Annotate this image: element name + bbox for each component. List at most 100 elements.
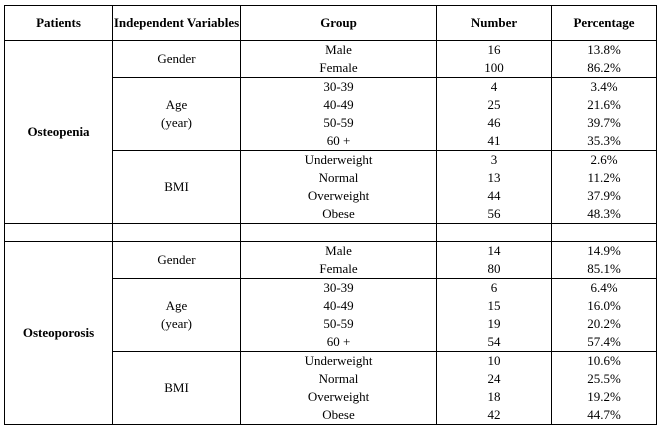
spacer-row bbox=[4, 223, 657, 242]
number-value: 15 bbox=[487, 298, 501, 313]
percentage-value: 10.6% bbox=[587, 353, 621, 368]
spacer-cell bbox=[436, 223, 552, 242]
group-value: 30-39 bbox=[323, 79, 354, 94]
variable-age-label: Age bbox=[165, 298, 188, 313]
variable-age-unit: (year) bbox=[160, 115, 193, 130]
header-number: Number bbox=[436, 5, 552, 41]
percentage-cell: 14.9% 85.1% bbox=[551, 241, 657, 279]
number-value: 14 bbox=[487, 243, 501, 258]
percentage-cell: 2.6% 11.2% 37.9% 48.3% bbox=[551, 150, 657, 224]
percentage-value: 85.1% bbox=[587, 261, 621, 276]
number-value: 41 bbox=[487, 133, 501, 148]
number-cell: 16 100 bbox=[436, 40, 552, 78]
number-value: 19 bbox=[487, 316, 501, 331]
percentage-value: 37.9% bbox=[587, 188, 621, 203]
group-cell: 30-39 40-49 50-59 60 + bbox=[240, 77, 437, 151]
spacer-cell bbox=[240, 223, 437, 242]
group-value: 50-59 bbox=[323, 115, 354, 130]
group-value: Obese bbox=[322, 407, 355, 422]
group-value: Female bbox=[319, 60, 358, 75]
number-cell: 4 25 46 41 bbox=[436, 77, 552, 151]
percentage-value: 48.3% bbox=[587, 206, 621, 221]
percentage-value: 44.7% bbox=[587, 407, 621, 422]
number-cell: 6 15 19 54 bbox=[436, 278, 552, 352]
number-value: 54 bbox=[487, 334, 501, 349]
percentage-value: 39.7% bbox=[587, 115, 621, 130]
percentage-value: 25.5% bbox=[587, 371, 621, 386]
variable-age-label: Age bbox=[165, 97, 188, 112]
group-value: Normal bbox=[318, 170, 359, 185]
group-value: Male bbox=[325, 243, 352, 258]
group-value: 40-49 bbox=[323, 298, 354, 313]
table-row: Osteoporosis Gender Male Female 14 80 14.9… bbox=[4, 241, 657, 425]
number-value: 24 bbox=[487, 371, 501, 386]
group-value: Underweight bbox=[304, 353, 373, 368]
spacer-cell bbox=[112, 223, 241, 242]
percentage-cell: 3.4% 21.6% 39.7% 35.3% bbox=[551, 77, 657, 151]
percentage-value: 6.4% bbox=[590, 280, 618, 295]
group-value: Female bbox=[319, 261, 358, 276]
percentage-value: 3.4% bbox=[590, 79, 618, 94]
header-patients: Patients bbox=[4, 5, 113, 41]
header-group: Group bbox=[240, 5, 437, 41]
spacer-cell bbox=[551, 223, 657, 242]
percentage-value: 16.0% bbox=[587, 298, 621, 313]
percentage-cell: 10.6% 25.5% 19.2% 44.7% bbox=[551, 351, 657, 425]
patient-osteoporosis: Osteoporosis bbox=[4, 241, 113, 425]
percentage-value: 2.6% bbox=[590, 152, 618, 167]
number-value: 100 bbox=[484, 60, 504, 75]
percentage-value: 13.8% bbox=[587, 42, 621, 57]
group-cell: Underweight Normal Overweight Obese bbox=[240, 351, 437, 425]
group-cell: 30-39 40-49 50-59 60 + bbox=[240, 278, 437, 352]
number-value: 42 bbox=[487, 407, 501, 422]
group-value: Underweight bbox=[304, 152, 373, 167]
group-value: 60 + bbox=[326, 334, 351, 349]
percentage-value: 20.2% bbox=[587, 316, 621, 331]
group-value: 50-59 bbox=[323, 316, 354, 331]
number-value: 18 bbox=[487, 389, 501, 404]
group-cell: Male Female bbox=[240, 241, 437, 279]
number-value: 56 bbox=[487, 206, 501, 221]
variable-bmi: BMI bbox=[112, 150, 241, 224]
number-value: 16 bbox=[487, 42, 501, 57]
percentage-value: 11.2% bbox=[587, 170, 621, 185]
group-cell: Male Female bbox=[240, 40, 437, 78]
percentage-value: 57.4% bbox=[587, 334, 621, 349]
number-value: 44 bbox=[487, 188, 501, 203]
percentage-value: 86.2% bbox=[587, 60, 621, 75]
percentage-value: 35.3% bbox=[587, 133, 621, 148]
number-value: 80 bbox=[487, 261, 501, 276]
percentage-cell: 13.8% 86.2% bbox=[551, 40, 657, 78]
table-row: BMI Underweight Normal Overweight Obese 3 13… bbox=[5, 150, 657, 224]
number-value: 3 bbox=[490, 152, 498, 167]
group-value: Obese bbox=[322, 206, 355, 221]
table-row: Age (year) 30-39 40-49 50-59 60 + 6 15 19 54 6.… bbox=[5, 278, 657, 352]
variable-bmi: BMI bbox=[112, 351, 241, 425]
group-value: 60 + bbox=[326, 133, 351, 148]
group-value: Overweight bbox=[307, 188, 370, 203]
group-value: Male bbox=[325, 42, 352, 57]
number-value: 25 bbox=[487, 97, 501, 112]
number-value: 10 bbox=[487, 353, 501, 368]
number-value: 4 bbox=[490, 79, 498, 94]
header-independent-variables: Independent Variables bbox=[112, 5, 241, 41]
data-table: Patients Independent Variables Group Num… bbox=[4, 5, 657, 425]
header-row: Patients Independent Variables Group Num… bbox=[4, 5, 657, 41]
percentage-cell: 6.4% 16.0% 20.2% 57.4% bbox=[551, 278, 657, 352]
variable-age: Age (year) bbox=[112, 278, 241, 352]
table-row: Age (year) 30-39 40-49 50-59 60 + 4 25 46 41 3.… bbox=[5, 77, 657, 151]
percentage-value: 21.6% bbox=[587, 97, 621, 112]
patient-osteopenia: Osteopenia bbox=[4, 40, 113, 224]
variable-gender: Gender bbox=[112, 241, 241, 279]
header-percentage: Percentage bbox=[551, 5, 657, 41]
group-cell: Underweight Normal Overweight Obese bbox=[240, 150, 437, 224]
variable-age: Age (year) bbox=[112, 77, 241, 151]
number-value: 46 bbox=[487, 115, 501, 130]
number-value: 13 bbox=[487, 170, 501, 185]
group-value: Overweight bbox=[307, 389, 370, 404]
number-cell: 10 24 18 42 bbox=[436, 351, 552, 425]
table-row: Osteopenia Gender Male Female 16 100 13.8%… bbox=[4, 40, 657, 224]
group-value: 40-49 bbox=[323, 97, 354, 112]
spacer-cell bbox=[4, 223, 113, 242]
variable-gender: Gender bbox=[112, 40, 241, 78]
